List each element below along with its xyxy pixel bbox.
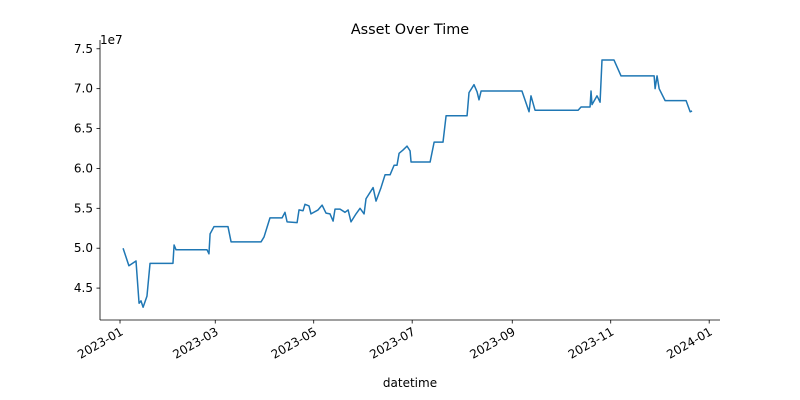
x-tick-label: 2023-01 — [75, 324, 125, 361]
x-axis-label: datetime — [383, 376, 437, 390]
x-tick-label: 2024-01 — [664, 324, 714, 361]
y-tick-label: 5.5 — [74, 201, 93, 215]
y-tick-label: 4.5 — [74, 281, 93, 295]
x-tick-label: 2023-07 — [367, 324, 417, 361]
x-tick-label: 2023-03 — [170, 324, 220, 361]
line — [122, 59, 693, 308]
y-tick-label: 7.0 — [74, 82, 93, 96]
y-tick-label: 7.5 — [74, 42, 93, 56]
x-tick-label: 2023-09 — [467, 324, 517, 361]
x-tick-label: 2023-05 — [269, 324, 319, 361]
x-tick-label: 2023-11 — [566, 324, 616, 361]
y-tick-label: 5.0 — [74, 241, 93, 255]
y-offset-label: 1e7 — [100, 33, 123, 47]
y-tick-label: 6.0 — [74, 161, 93, 175]
chart-title: Asset Over Time — [351, 22, 469, 38]
y-tick-label: 6.5 — [74, 122, 93, 136]
